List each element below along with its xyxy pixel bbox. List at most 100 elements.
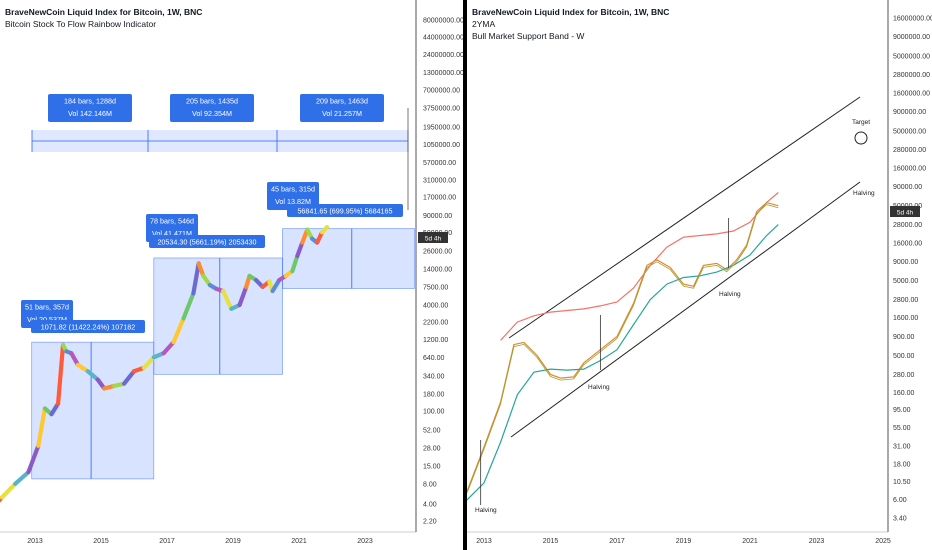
left-y-tick-label: 570000.00 (423, 160, 456, 167)
left-price-segment (237, 284, 249, 308)
right-y-tick-label: 280000.00 (893, 147, 926, 154)
left-measure-label-line1: 20534.30 (5661.19%) 2053430 (157, 238, 256, 247)
left-x-tick-label: 2019 (225, 538, 241, 545)
right-legend: BraveNewCoin Liquid Index for Bitcoin, 1… (472, 6, 669, 42)
left-y-tick-label: 90000.00 (423, 213, 452, 220)
left-measure-label-line1: 184 bars, 1288d (64, 97, 116, 106)
left-price-segment (191, 261, 201, 296)
left-y-tick-label: 2200.00 (423, 320, 448, 327)
right-y-tick-label: 3.40 (893, 516, 907, 523)
left-measure-label-bg (300, 94, 384, 122)
left-measure-label-bg (48, 94, 132, 122)
left-x-tick-label: 2013 (27, 538, 43, 545)
left-x-tick-label: 2021 (291, 538, 307, 545)
left-legend: BraveNewCoin Liquid Index for Bitcoin, 1… (5, 6, 202, 30)
left-y-tick-label: 14000.00 (423, 266, 452, 273)
left-measure-label-line2: Vol 20.537M (27, 315, 67, 324)
right-channel-upper (508, 96, 861, 339)
right-y-tick-label: 10.50 (893, 479, 911, 486)
left-price-badge: 5d 4h (425, 236, 442, 243)
left-price-badge-bg (418, 232, 448, 243)
right-price-line (467, 204, 779, 494)
right-series-line (467, 224, 779, 501)
left-y-tick-label: 180.00 (423, 392, 445, 399)
left-measure-label-bg (287, 204, 403, 217)
left-y-tick-label: 1950000.00 (423, 124, 460, 131)
left-price-segment (161, 340, 176, 356)
right-y-tick-label: 90000.00 (893, 184, 922, 191)
right-indicator-2yma: 2YMA (472, 19, 496, 29)
left-price-segment (121, 369, 137, 386)
left-measure-label-line2: Vol 13.82M (275, 197, 311, 206)
right-y-tick-label: 280.00 (893, 372, 915, 379)
left-x-tick-label: 2023 (357, 538, 373, 545)
right-chart-canvas[interactable]: 16000000.00 9000000.00 5000000.00 2800000.0… (467, 0, 932, 550)
left-price-segment (221, 288, 234, 311)
left-measure-label-line2: Vol 21.257M (322, 109, 362, 118)
left-y-tick-label: 310000.00 (423, 177, 456, 184)
right-price-badge-bg (890, 206, 920, 217)
left-range-box (282, 228, 415, 289)
right-y-tick-label: 1600.00 (893, 315, 918, 322)
left-price-segment (171, 316, 186, 345)
left-y-tick-label: 24000000.00 (423, 52, 463, 59)
right-y-tick-label: 55.00 (893, 425, 911, 432)
right-y-tick-label: 5000000.00 (893, 53, 930, 60)
left-y-tick-label: 80000000.00 (423, 18, 463, 25)
left-y-tick-label: 7000000.00 (423, 88, 460, 95)
left-price-segment (196, 261, 206, 278)
right-y-tick-label: 16000000.00 (893, 16, 932, 23)
left-measure-label-line1: 56841.65 (699.95%) 5684165 (297, 207, 392, 216)
right-x-tick-label: 2017 (609, 538, 625, 545)
right-halving-label: Halving (588, 384, 610, 391)
left-price-segment (55, 342, 66, 406)
left-y-tick-label: 28.00 (423, 445, 441, 452)
left-measure-label-line1: 1071.82 (11422.24%) 107182 (41, 323, 136, 332)
right-series-line (500, 192, 779, 341)
left-y-tick-label: 340.00 (423, 373, 445, 380)
left-measure-label-bg (267, 182, 319, 210)
left-y-tick-label: 1050000.00 (423, 142, 460, 149)
left-price-segment (85, 369, 100, 382)
right-x-tick-label: 2023 (809, 538, 825, 545)
right-halving-label: Halving (853, 190, 875, 197)
left-measure-label-line2: Vol 142.146M (68, 109, 112, 118)
right-y-tick-label: 9000000.00 (893, 34, 930, 41)
right-target-circle (854, 131, 868, 145)
right-series-line (467, 201, 779, 492)
left-measure-label-line1: 205 bars, 1435d (186, 97, 238, 106)
right-y-tick-label: 9000.00 (893, 259, 918, 266)
left-price-segment (320, 224, 330, 235)
right-y-tick-label: 2800.00 (893, 297, 918, 304)
right-x-tick-label: 2021 (742, 538, 758, 545)
left-y-tick-label: 4000.00 (423, 303, 448, 310)
right-y-tick-label: 160000.00 (893, 165, 926, 172)
left-y-tick-label: 7500.00 (423, 284, 448, 291)
left-measure-label-line2: Vol 92.354M (192, 109, 232, 118)
right-target-label: Target (852, 119, 870, 126)
right-chart-title: BraveNewCoin Liquid Index for Bitcoin, 1… (472, 7, 670, 17)
left-price-segment (295, 240, 305, 259)
right-y-tick-label: 900.00 (893, 334, 915, 341)
right-indicator-bmsb: Bull Market Support Band - W (472, 31, 585, 41)
left-chart-pane[interactable]: 80000000.00 44000000.00 24000000.00 1300000… (0, 0, 463, 550)
right-chart-pane[interactable]: 16000000.00 9000000.00 5000000.00 2800000.0… (467, 0, 932, 550)
pane-divider[interactable] (463, 0, 467, 550)
left-y-tick-label: 44000000.00 (423, 35, 463, 42)
left-price-segment (270, 278, 282, 294)
left-y-tick-label: 52.00 (423, 427, 441, 434)
left-price-segment (26, 443, 41, 475)
left-range-box (153, 257, 283, 375)
left-y-tick-label: 100.00 (423, 409, 445, 416)
right-x-tick-label: 2025 (875, 538, 891, 545)
left-measure-label-bg (149, 235, 265, 248)
right-y-tick-label: 6.00 (893, 497, 907, 504)
left-y-tick-label: 170000.00 (423, 195, 456, 202)
left-y-tick-label: 26000.00 (423, 249, 452, 256)
left-price-segment (69, 351, 81, 367)
right-y-tick-label: 95.00 (893, 407, 911, 414)
left-chart-canvas[interactable]: 80000000.00 44000000.00 24000000.00 1300000… (0, 0, 463, 550)
left-y-tick-label: 640.00 (423, 355, 445, 362)
right-y-tick-label: 160.00 (893, 390, 915, 397)
left-y-tick-label: 1200.00 (423, 337, 448, 344)
